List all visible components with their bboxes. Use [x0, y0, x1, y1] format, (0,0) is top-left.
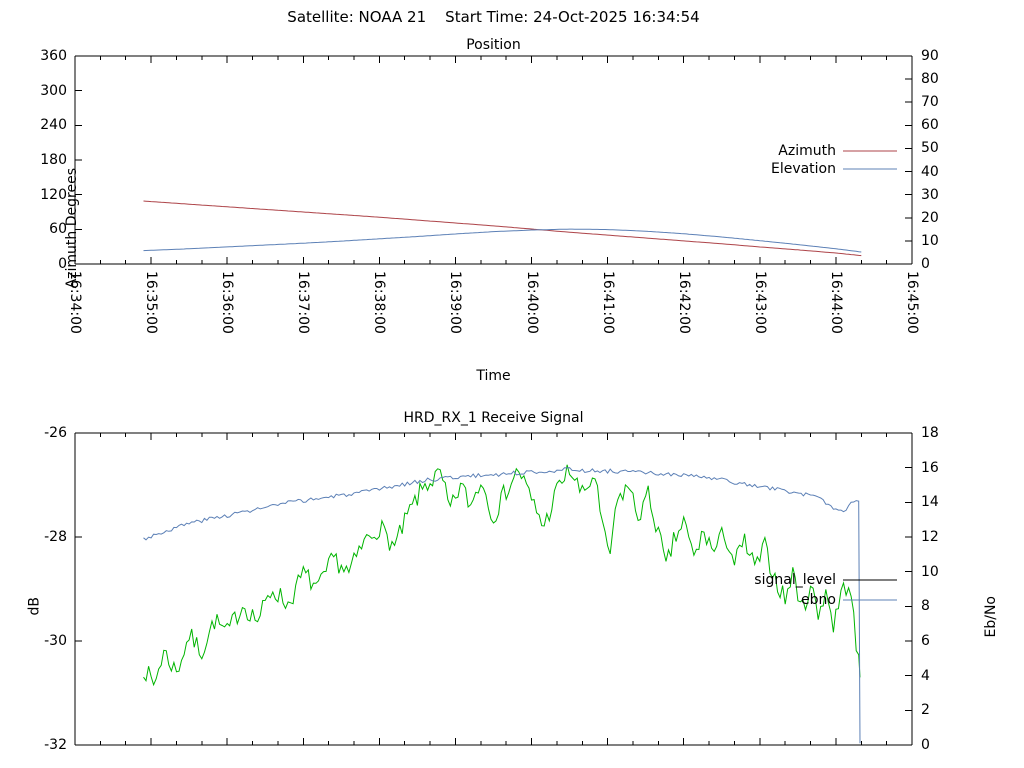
- y-tick-label-left: -32: [44, 737, 67, 753]
- y-tick-label-right: 0: [921, 737, 930, 753]
- y-tick-label-right: 2: [921, 702, 930, 719]
- y-tick-label-right: 80: [921, 71, 939, 88]
- y-tick-label-left: 120: [40, 186, 67, 203]
- legend-label-signal-level: signal_level: [754, 572, 836, 588]
- x-tick-label: 16:40:00: [523, 271, 540, 334]
- series-elevation: [143, 228, 862, 253]
- y-tick-label-right: 14: [921, 494, 939, 511]
- series-azimuth: [143, 200, 862, 257]
- y-tick-label-left: 0: [58, 256, 67, 272]
- position-chart-title: Position: [466, 37, 521, 53]
- x-tick-label: 16:35:00: [143, 271, 160, 334]
- x-tick-label: 16:39:00: [447, 271, 464, 334]
- y-tick-label-right: 60: [921, 117, 939, 134]
- x-tick-label: 16:37:00: [295, 271, 312, 334]
- y-tick-label-right: 8: [921, 598, 930, 615]
- legend-label-elevation: Elevation: [770, 161, 836, 177]
- x-tick-label: 16:43:00: [751, 271, 768, 334]
- y-tick-label-left: -28: [44, 529, 67, 545]
- receive-signal-chart-title: HRD_RX_1 Receive Signal: [403, 410, 584, 426]
- y-tick-label-right: 90: [921, 48, 939, 64]
- y-tick-label-left: 180: [40, 152, 67, 168]
- y-tick-label-left: 240: [40, 117, 67, 134]
- ebno-axis-label: Eb/No: [982, 596, 999, 638]
- legend-label-ebno: ebno: [801, 592, 836, 608]
- x-tick-label: 16:45:00: [904, 271, 920, 334]
- y-tick-label-right: 50: [921, 140, 939, 157]
- y-tick-label-right: 6: [921, 633, 930, 649]
- y-tick-label-right: 0: [921, 256, 930, 272]
- y-tick-label-left: 60: [49, 221, 67, 238]
- y-tick-label-right: 30: [921, 186, 939, 203]
- y-tick-label-left: 360: [40, 48, 67, 64]
- y-tick-label-right: 70: [921, 94, 939, 111]
- x-tick-label: 16:44:00: [827, 271, 844, 334]
- x-tick-label: 16:38:00: [371, 271, 388, 334]
- x-tick-label: 16:41:00: [599, 271, 616, 334]
- y-tick-label-right: 16: [921, 459, 939, 476]
- db-axis-label: dB: [26, 597, 43, 616]
- y-tick-label-right: 10: [921, 563, 939, 580]
- y-tick-label-left: -26: [44, 425, 67, 441]
- series-ebno: [143, 467, 861, 744]
- y-tick-label-right: 18: [921, 425, 939, 441]
- y-tick-label-right: 40: [921, 163, 939, 180]
- time-axis-label: Time: [476, 368, 511, 384]
- y-tick-label-left: 300: [40, 82, 67, 99]
- x-tick-label: 16:42:00: [675, 271, 692, 334]
- y-tick-label-left: -30: [44, 633, 67, 649]
- y-tick-label-right: 20: [921, 209, 939, 226]
- x-tick-label: 16:36:00: [219, 271, 236, 334]
- y-tick-label-right: 10: [921, 232, 939, 249]
- legend-label-azimuth: Azimuth: [778, 143, 836, 159]
- x-tick-label: 16:34:00: [67, 271, 83, 334]
- main-title: Satellite: NOAA 21 Start Time: 24-Oct-20…: [287, 8, 700, 26]
- series-signal-level: [143, 464, 861, 687]
- y-tick-label-right: 4: [921, 667, 930, 684]
- y-tick-label-right: 12: [921, 529, 939, 545]
